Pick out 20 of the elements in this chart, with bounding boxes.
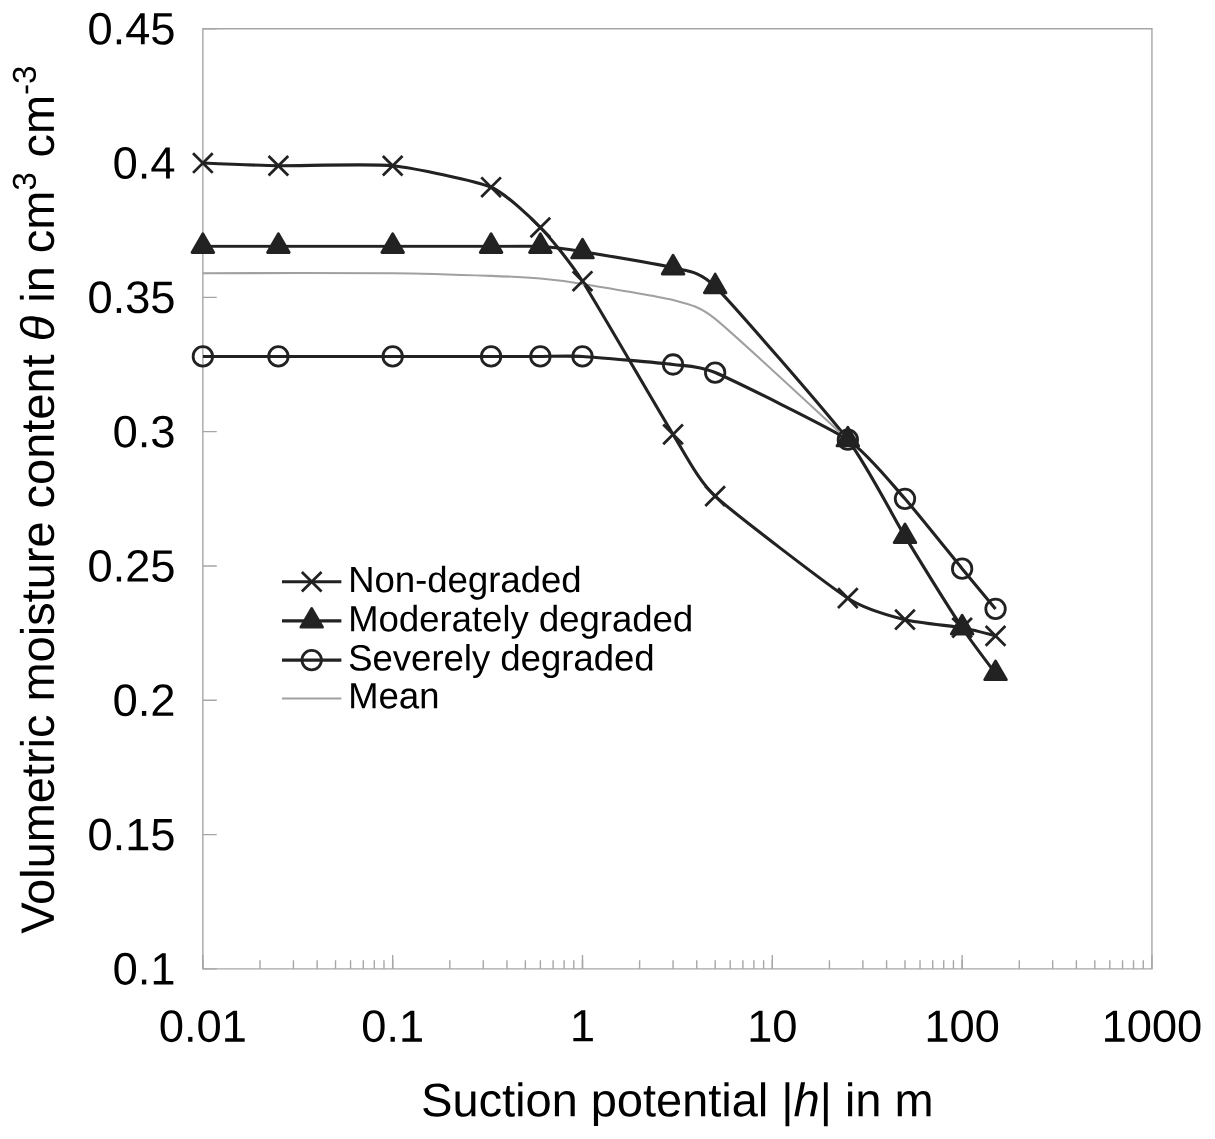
y-axis-title: Volumetric moisture content θ in cm$^{3}$ cm$^{-3}$	[12, 67, 55, 934]
legend-label: Mean	[351, 683, 438, 709]
y-tick-label: 0.15	[89, 818, 174, 851]
x-tick-label: 10	[750, 1010, 796, 1043]
legend-label: Severely degraded	[349, 643, 653, 679]
y-tick-label: 0.4	[114, 147, 175, 180]
x-tick-label: 0.1	[362, 1010, 422, 1043]
y-tick-label: 0.3	[114, 415, 174, 448]
y-tick-label: 0.35	[89, 281, 174, 314]
y-tick-label: 0.45	[89, 12, 174, 45]
x-tick-label: 1000	[1105, 1010, 1201, 1043]
x-tick-label: 100	[927, 1010, 999, 1043]
x-tick-label: 0.01	[160, 1010, 245, 1043]
y-tick-label: 0.2	[114, 684, 174, 717]
x-tick-label: 1	[573, 1010, 593, 1042]
y-tick-label: 0.25	[89, 549, 174, 582]
legend-label: Moderately degraded	[351, 604, 691, 639]
legend-label: Non-degraded	[351, 565, 580, 600]
y-tick-label: 0.1	[114, 952, 174, 985]
x-axis-title: Suction potential |h| in m	[423, 1082, 931, 1127]
